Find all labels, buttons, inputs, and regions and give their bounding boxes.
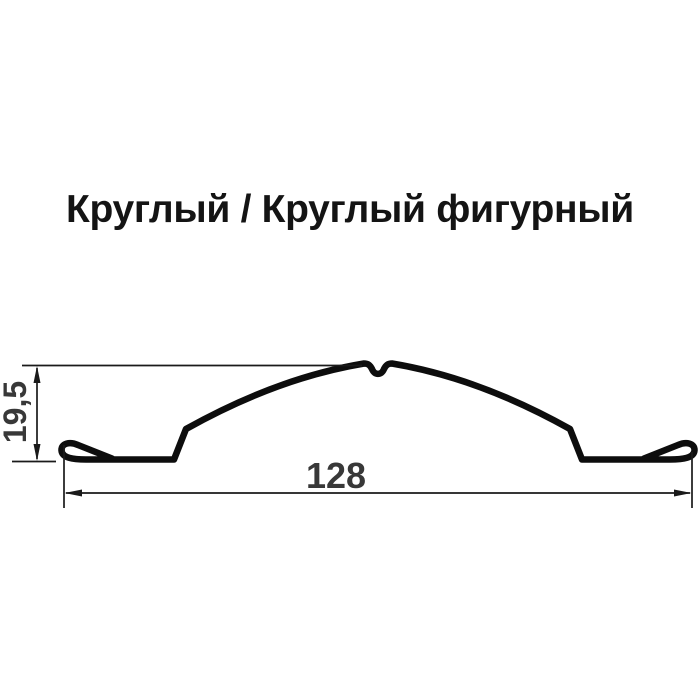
picket-profile-outline bbox=[58, 360, 698, 463]
page-title: Круглый / Круглый фигурный bbox=[66, 188, 634, 231]
width-arrow-right-icon bbox=[674, 489, 692, 497]
width-arrow-left-icon bbox=[64, 489, 82, 497]
width-dimension-label: 128 bbox=[306, 455, 366, 496]
height-arrow-up-icon bbox=[33, 366, 41, 383]
width-dimension: 128 bbox=[63, 445, 693, 508]
height-arrow-down-icon bbox=[33, 444, 41, 461]
height-dimension-label: 19,5 bbox=[0, 381, 33, 443]
height-dimension: 19,5 bbox=[0, 364, 362, 463]
